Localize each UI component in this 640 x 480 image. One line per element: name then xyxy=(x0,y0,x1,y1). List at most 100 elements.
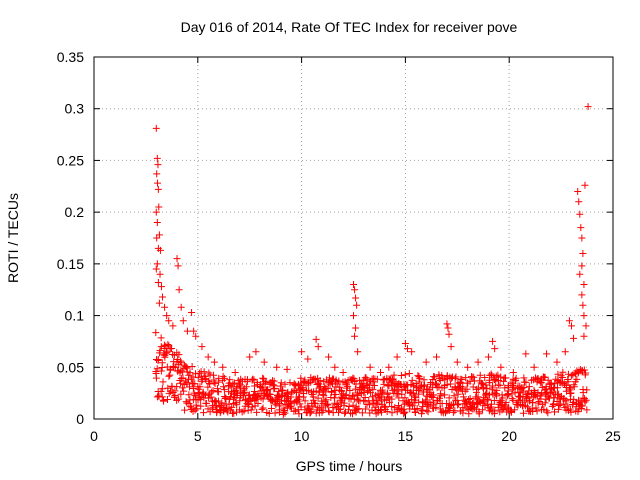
data-point xyxy=(366,363,374,371)
data-point xyxy=(325,353,333,361)
data-point xyxy=(580,366,588,374)
data-point xyxy=(290,407,298,415)
data-point xyxy=(211,380,219,388)
data-point xyxy=(487,405,495,413)
data-point xyxy=(520,384,528,392)
data-point xyxy=(353,405,361,413)
data-point xyxy=(578,291,586,299)
data-point xyxy=(283,389,291,397)
data-point xyxy=(416,375,424,383)
data-point xyxy=(483,384,491,392)
data-point xyxy=(223,404,231,412)
data-point xyxy=(341,378,349,386)
data-point xyxy=(325,374,333,382)
data-point xyxy=(567,408,575,416)
data-point xyxy=(577,405,585,413)
data-point xyxy=(265,390,273,398)
data-point xyxy=(304,355,312,363)
data-point xyxy=(413,405,421,413)
data-point xyxy=(252,348,260,356)
data-point xyxy=(265,409,273,417)
data-point xyxy=(232,386,240,394)
data-point xyxy=(152,265,160,273)
data-point xyxy=(173,255,181,263)
data-point xyxy=(197,402,205,410)
data-point xyxy=(395,387,403,395)
data-point xyxy=(415,378,423,386)
data-point xyxy=(276,382,284,390)
data-point xyxy=(183,379,191,387)
data-point xyxy=(368,393,376,401)
y-tick-label: 0.15 xyxy=(57,256,84,272)
data-point xyxy=(435,383,443,391)
data-point xyxy=(324,401,332,409)
data-point xyxy=(406,405,414,413)
data-point xyxy=(582,322,590,330)
data-point xyxy=(157,367,165,375)
data-point xyxy=(222,394,230,402)
data-point xyxy=(486,379,494,387)
data-point xyxy=(163,348,171,356)
data-point xyxy=(166,345,174,353)
data-point xyxy=(241,388,249,396)
data-point xyxy=(533,407,541,415)
data-point xyxy=(179,384,187,392)
data-point xyxy=(160,397,168,405)
data-point xyxy=(584,103,592,111)
data-point xyxy=(574,187,582,195)
data-point xyxy=(401,394,409,402)
data-point xyxy=(474,358,482,366)
data-point xyxy=(233,401,241,409)
data-point xyxy=(511,406,519,414)
data-point xyxy=(362,405,370,413)
y-tick-label: 0 xyxy=(76,411,84,427)
data-point xyxy=(189,385,197,393)
data-point xyxy=(259,374,267,382)
data-point xyxy=(214,397,222,405)
data-point xyxy=(492,390,500,398)
data-point xyxy=(204,353,212,361)
data-point xyxy=(420,376,428,384)
data-point xyxy=(165,372,173,380)
data-point xyxy=(187,402,195,410)
data-point xyxy=(378,408,386,416)
chart-title: Day 016 of 2014, Rate Of TEC Index for r… xyxy=(181,19,518,35)
data-point xyxy=(424,385,432,393)
data-point xyxy=(242,383,250,391)
data-point xyxy=(487,400,495,408)
data-point xyxy=(577,224,585,232)
data-point xyxy=(412,394,420,402)
data-point xyxy=(385,363,393,371)
data-point xyxy=(562,397,570,405)
data-point xyxy=(220,374,228,382)
data-point xyxy=(454,401,462,409)
data-point xyxy=(501,384,509,392)
data-point xyxy=(557,372,565,380)
data-point xyxy=(445,394,453,402)
data-point xyxy=(335,377,343,385)
data-point xyxy=(220,383,228,391)
data-point xyxy=(276,400,284,408)
data-point xyxy=(462,374,470,382)
data-point xyxy=(553,358,561,366)
data-point xyxy=(158,385,166,393)
data-point xyxy=(250,387,258,395)
data-point xyxy=(570,395,578,403)
data-point xyxy=(384,389,392,397)
tick-labels: 0 5 10 15 20 25 0 0.05 0.1 0.15 0.2 0.25 0.3 0.35 xyxy=(57,49,621,444)
data-point xyxy=(479,406,487,414)
data-point xyxy=(345,403,353,411)
data-point xyxy=(516,392,524,400)
x-tick-label: 20 xyxy=(501,428,517,444)
data-point xyxy=(315,387,323,395)
data-point xyxy=(175,351,183,359)
data-point xyxy=(214,385,222,393)
data-point xyxy=(154,161,162,169)
data-point xyxy=(569,401,577,409)
data-point xyxy=(192,332,200,340)
data-point xyxy=(564,376,572,384)
data-point xyxy=(522,378,530,386)
data-point xyxy=(163,312,171,320)
y-axis-label: ROTI / TECUs xyxy=(5,193,21,283)
data-point xyxy=(324,384,332,392)
